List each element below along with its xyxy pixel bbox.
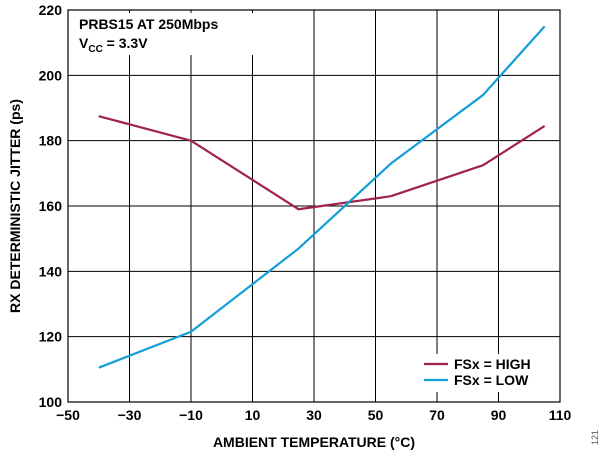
series-line-fsx-low bbox=[98, 25, 546, 369]
x-tick-label: −30 bbox=[118, 407, 142, 423]
plot-frame bbox=[67, 9, 561, 403]
grid-lines bbox=[68, 10, 560, 402]
legend-label-low: FSx = LOW bbox=[454, 372, 529, 388]
y-tick-label: 120 bbox=[39, 329, 63, 345]
annotation-subscript: CC bbox=[88, 44, 102, 55]
x-tick-label: 110 bbox=[549, 407, 572, 423]
y-tick-label: 100 bbox=[39, 394, 63, 410]
y-tick-labels: 100 120 140 160 180 200 220 bbox=[39, 2, 63, 410]
x-tick-label: 90 bbox=[491, 407, 507, 423]
legend-label-high: FSx = HIGH bbox=[454, 356, 531, 372]
annotation-value: = 3.3V bbox=[103, 35, 148, 51]
x-axis-title: AMBIENT TEMPERATURE (°C) bbox=[213, 434, 415, 450]
series-line-fsx-high bbox=[98, 115, 546, 211]
annotation-line-1: PRBS15 AT 250Mbps bbox=[79, 16, 218, 32]
x-tick-label: 50 bbox=[368, 407, 384, 423]
x-tick-label: 10 bbox=[245, 407, 261, 423]
side-label: 121 bbox=[590, 430, 600, 445]
y-tick-label: 160 bbox=[39, 198, 63, 214]
y-axis-title: RX DETERMINISTIC JITTER (ps) bbox=[7, 99, 23, 313]
legend: FSx = HIGH FSx = LOW bbox=[420, 354, 554, 392]
legend-background bbox=[420, 354, 554, 392]
annotation-line-2: VCC = 3.3V bbox=[79, 35, 148, 55]
x-tick-label: −10 bbox=[179, 407, 203, 423]
annotation-background bbox=[76, 13, 254, 55]
y-tick-label: 140 bbox=[39, 263, 63, 279]
series-lines bbox=[98, 25, 546, 369]
x-tick-labels: −50 −30 −10 10 30 50 70 90 110 bbox=[56, 407, 571, 423]
annotation: PRBS15 AT 250Mbps VCC = 3.3V bbox=[76, 13, 254, 55]
x-tick-label: −50 bbox=[56, 407, 80, 423]
x-tick-label: 70 bbox=[429, 407, 445, 423]
y-tick-label: 180 bbox=[39, 133, 63, 149]
y-tick-label: 200 bbox=[39, 67, 63, 83]
y-tick-label: 220 bbox=[39, 2, 63, 18]
annotation-v: V bbox=[79, 35, 89, 51]
x-tick-label: 30 bbox=[306, 407, 322, 423]
